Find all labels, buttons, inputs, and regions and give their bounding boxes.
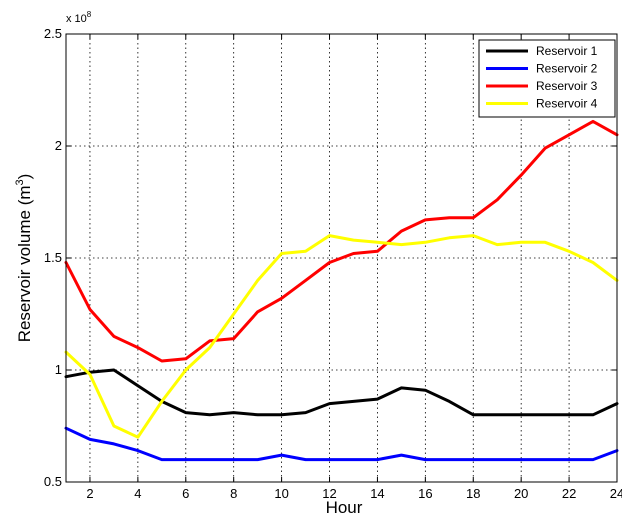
y-tick-label: 2 — [55, 138, 62, 153]
y-axis-exponent: x 108 — [66, 10, 92, 25]
y-tick-label: 1 — [55, 362, 62, 377]
y-tick-label: 1.5 — [44, 250, 62, 265]
x-tick-label: 18 — [466, 486, 480, 501]
y-axis-label: Reservoir volume (m3) — [14, 174, 34, 343]
x-tick-label: 16 — [418, 486, 432, 501]
y-tick-label: 2.5 — [44, 26, 62, 41]
x-tick-label: 6 — [182, 486, 189, 501]
series-line-reservoir-3 — [64, 119, 619, 363]
legend-items: Reservoir 1 Reservoir 2 Reservoir 3 Reservo… — [486, 44, 598, 111]
x-tick-label: 22 — [562, 486, 576, 501]
x-tick-label: 10 — [274, 486, 288, 501]
x-tick-label: 20 — [514, 486, 528, 501]
series-line-reservoir-1 — [64, 368, 619, 417]
x-tick-label: 8 — [230, 486, 237, 501]
x-tick-label: 12 — [322, 486, 336, 501]
series-line-reservoir-2 — [64, 426, 619, 462]
x-tick-label: 2 — [86, 486, 93, 501]
x-tick-label: 14 — [370, 486, 384, 501]
legend-label-reservoir-2: Reservoir 2 — [536, 62, 598, 76]
series-line-reservoir-4 — [64, 234, 619, 439]
series-lines — [64, 119, 619, 462]
x-tick-label: 24 — [610, 486, 622, 501]
legend-label-reservoir-4: Reservoir 4 — [536, 97, 598, 111]
legend: Reservoir 1 Reservoir 2 Reservoir 3 Reservo… — [478, 39, 616, 118]
x-axis-label: Hour — [326, 498, 363, 517]
legend-label-reservoir-3: Reservoir 3 — [536, 79, 598, 93]
x-tick-label: 4 — [134, 486, 141, 501]
legend-label-reservoir-1: Reservoir 1 — [536, 44, 598, 58]
y-tick-label: 0.5 — [44, 474, 62, 489]
axis-ticks: 2 4 6 8 10 12 14 16 18 20 22 240.511.522.5 — [44, 26, 622, 501]
